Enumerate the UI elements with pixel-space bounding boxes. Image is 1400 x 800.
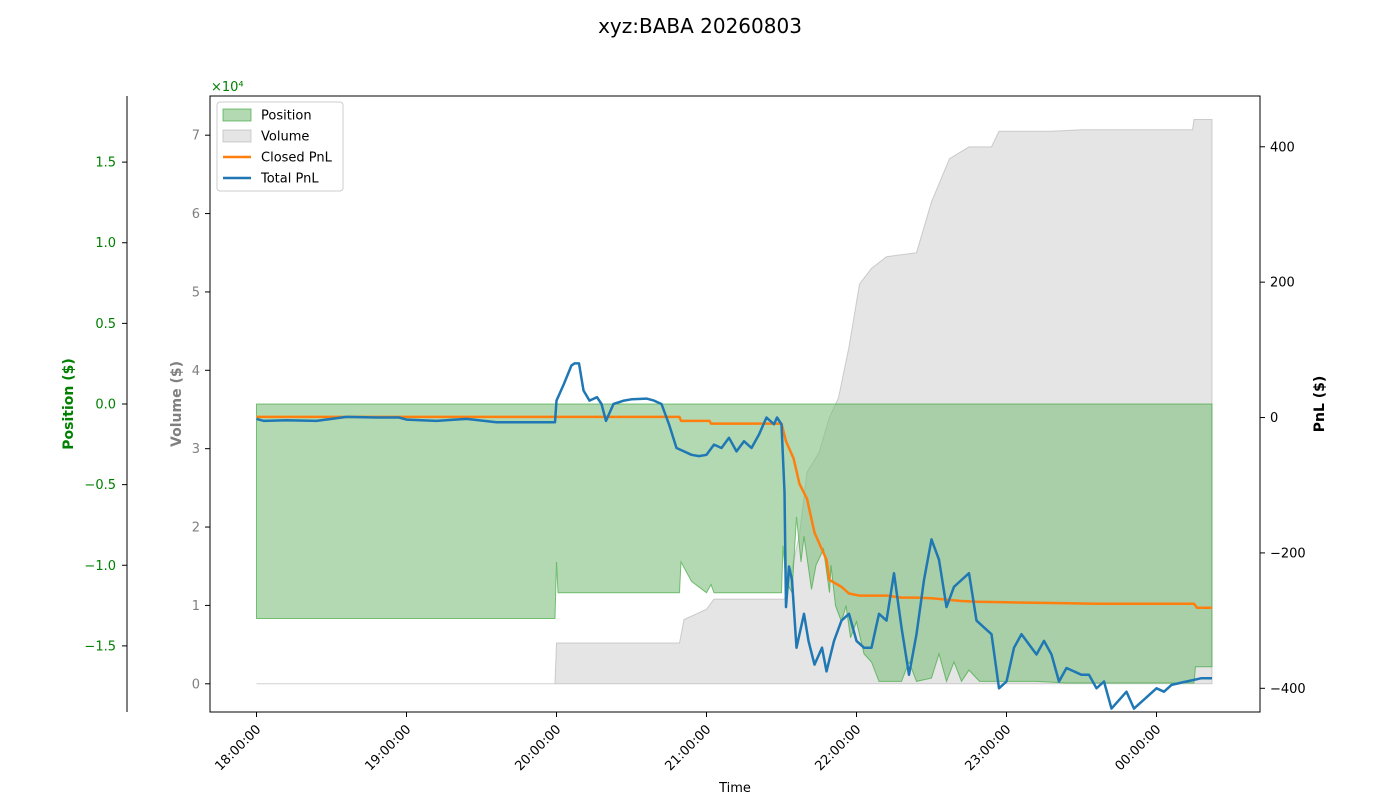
volume-tick-label: 7 — [192, 129, 200, 144]
position-tick-label: 0.5 — [95, 317, 116, 332]
volume-tick-label: 6 — [192, 207, 200, 222]
plot-frame — [209, 95, 1261, 713]
series-line-closed-pnl — [256, 415, 1212, 610]
time-tick-label: 19:00:00 — [362, 722, 414, 774]
time-tick-label: 18:00:00 — [212, 722, 264, 774]
legend-label-closed-pnl: Closed PnL — [261, 151, 333, 166]
legend-label-total-pnl: Total PnL — [260, 172, 319, 187]
volume-tick-label: 5 — [192, 285, 200, 300]
time-tick-label: 22:00:00 — [812, 722, 864, 774]
volume-tick-label: 2 — [192, 521, 200, 536]
position-axis-multiplier: ×10⁴ — [211, 80, 244, 95]
legend-label-position: Position — [261, 109, 312, 124]
position-tick-label: 1.5 — [95, 156, 116, 171]
time-tick-label: 00:00:00 — [1112, 722, 1164, 774]
time-tick-label: 23:00:00 — [962, 722, 1014, 774]
series-area-position — [256, 403, 1213, 684]
pnl-tick-label: −400 — [1270, 682, 1306, 697]
pnl-tick-label: 200 — [1270, 276, 1295, 291]
pnl-tick-label: −200 — [1270, 546, 1306, 561]
legend-swatch-position — [222, 108, 252, 122]
time-axis: 18:00:00 19:00:00 20:00:00 21:00:00 22:00:00… — [212, 712, 1164, 774]
volume-axis: 0 1 2 3 4 5 6 7 — [192, 129, 210, 692]
position-tick-label: 0.0 — [95, 398, 116, 413]
time-tick-label: 20:00:00 — [512, 722, 564, 774]
pnl-tick-label: 0 — [1270, 411, 1278, 426]
volume-tick-label: 0 — [192, 677, 200, 692]
legend-label-volume: Volume — [261, 130, 309, 145]
position-axis-label: Position ($) — [61, 358, 77, 450]
position-tick-label: −1.0 — [84, 559, 116, 574]
series-line-total-pnl — [256, 362, 1212, 710]
position-tick-label: 1.0 — [95, 236, 116, 251]
volume-axis-label: Volume ($) — [169, 361, 185, 447]
time-tick-label: 21:00:00 — [662, 722, 714, 774]
legend: Position Volume Closed PnL Total PnL — [216, 101, 344, 192]
chart-title: xyz:BABA 20260803 — [598, 14, 802, 38]
volume-tick-label: 1 — [192, 599, 200, 614]
volume-tick-label: 4 — [192, 364, 200, 379]
position-tick-label: −0.5 — [84, 478, 116, 493]
volume-tick-label: 3 — [192, 442, 200, 457]
plot-area — [256, 119, 1213, 710]
legend-box — [216, 101, 344, 192]
pnl-axis: 400 200 0 −200 −400 — [1260, 140, 1306, 697]
pnl-axis-label: PnL ($) — [1312, 376, 1328, 433]
position-tick-label: −1.5 — [84, 639, 116, 654]
x-axis-label: Time — [718, 781, 751, 796]
position-axis: 1.5 1.0 0.5 0.0 −0.5 −1.0 −1.5 — [84, 96, 128, 712]
legend-swatch-volume — [222, 129, 252, 143]
pnl-tick-label: 400 — [1270, 140, 1295, 155]
